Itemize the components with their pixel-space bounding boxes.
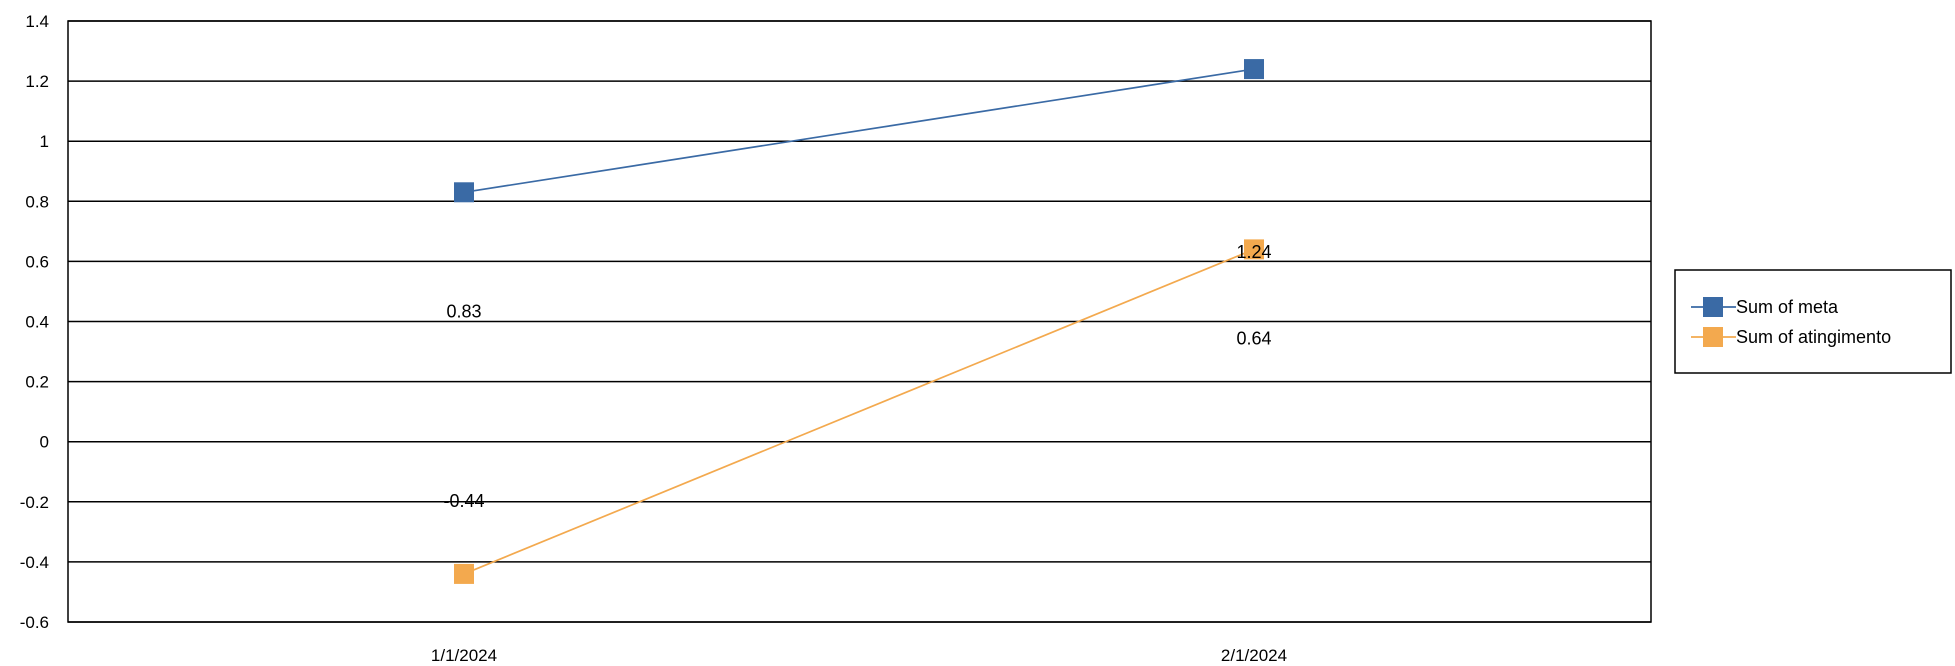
- data-label: -0.44: [443, 491, 484, 511]
- x-tick-label: 1/1/2024: [431, 646, 497, 665]
- legend-marker: [1703, 297, 1723, 317]
- x-tick-label: 2/1/2024: [1221, 646, 1287, 665]
- series-line-2: [463, 248, 1255, 575]
- legend-item: Sum of meta: [1691, 297, 1839, 317]
- legend: Sum of meta Sum of atingimento: [1674, 269, 1952, 374]
- legend-box: [1674, 269, 1952, 374]
- y-axis-tick-labels: -0.6 -0.4 -0.2 0 0.2 0.4 0.6 0.8 1 1.2 1.4: [20, 12, 49, 632]
- y-tick-label: 1.4: [25, 12, 49, 31]
- legend-item: Sum of atingimento: [1691, 327, 1891, 347]
- data-point-marker: [1244, 239, 1264, 260]
- y-tick-label: 0: [40, 433, 49, 452]
- legend-label: Sum of meta: [1736, 297, 1839, 317]
- data-point-marker: [1244, 59, 1264, 80]
- y-tick-label: 0.4: [25, 313, 49, 332]
- legend-marker: [1703, 327, 1723, 347]
- legend-label: Sum of atingimento: [1736, 327, 1891, 347]
- y-tick-label: 0.2: [25, 373, 49, 392]
- plot-area: [67, 20, 1652, 623]
- y-tick-label: 1: [40, 132, 49, 151]
- data-point-marker: [454, 563, 474, 584]
- data-labels: 0.83 1.24 -0.44 0.64: [443, 242, 1271, 511]
- series-layer: [454, 59, 1264, 584]
- data-label: 0.64: [1236, 328, 1271, 348]
- x-axis-tick-labels: 1/1/2024 2/1/2024: [431, 646, 1287, 665]
- data-point-marker: [454, 182, 474, 203]
- gridlines: [68, 20, 1651, 623]
- y-tick-label: 1.2: [25, 72, 49, 91]
- series-line-1: [463, 68, 1255, 194]
- y-tick-label: -0.2: [20, 493, 49, 512]
- y-tick-label: -0.6: [20, 613, 49, 632]
- y-tick-label: -0.4: [20, 553, 49, 572]
- data-label: 0.83: [446, 301, 481, 321]
- y-tick-label: 0.8: [25, 192, 49, 211]
- y-tick-label: 0.6: [25, 252, 49, 271]
- data-label: 1.24: [1236, 242, 1271, 262]
